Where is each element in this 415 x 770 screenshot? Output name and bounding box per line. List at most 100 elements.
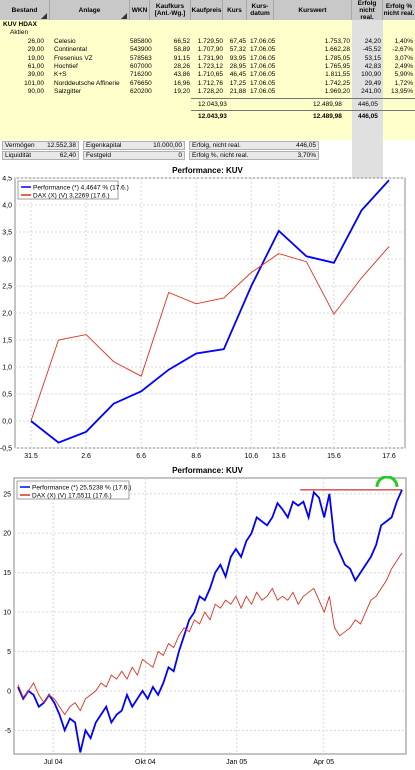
- subgroup-label: Aktien: [10, 29, 29, 36]
- x-tick-label: 17.6: [382, 453, 396, 460]
- erfolg-pct-box: Erfolg %, nicht real. 3,70%: [189, 151, 319, 160]
- cell-erfolg-pct: 1,72%: [394, 79, 413, 87]
- col-kaufpreis[interactable]: Kaufpreis: [191, 0, 223, 20]
- total-kaufpreis: 12.043,93: [198, 113, 227, 120]
- y-tick-label: 20: [3, 531, 11, 538]
- cell-kurswert: 1.753,70: [324, 38, 350, 45]
- cell-bestand: 26,00: [27, 38, 44, 45]
- x-tick-label: 10.6: [244, 453, 258, 460]
- cell-kurs: 93,95: [229, 54, 246, 62]
- cell-kaufpreis: 1.728,20: [197, 87, 223, 95]
- erfolg-column-shade: [352, 20, 383, 194]
- y-tick-label: 3,0: [2, 257, 12, 264]
- eigenkapital-box: Eigenkapital 10.000,00: [83, 141, 185, 150]
- x-tick-label: 2.6: [81, 453, 91, 460]
- cell-kaufkurs: 58,89: [173, 46, 190, 54]
- table-row[interactable]: 101,00 Norddeutsche Affinerie 676650 16,96 1…: [0, 80, 415, 88]
- table-row[interactable]: 39,00 K+S 716200 43,86 1.710,65 46,45 17.06.05…: [0, 71, 415, 79]
- cell-kaufkurs: 16,96: [173, 79, 190, 87]
- cell-kurs: 57,32: [229, 46, 246, 54]
- cell-wkn: 607000: [130, 62, 152, 70]
- legend-entry: Performance (*) 4,4647 % (17.6.): [33, 185, 129, 192]
- cell-kaufkurs: 91,15: [173, 54, 190, 62]
- cell-erfolg: 29,49: [364, 79, 381, 87]
- legend-entry: DAX (X) (V) 3,2269 (17.6.): [33, 193, 110, 200]
- x-tick-label: Jan 05: [226, 759, 247, 766]
- cell-erfolg: -45,52: [362, 46, 381, 54]
- group-label: KUV HDAX: [3, 21, 37, 28]
- cell-kaufpreis: 1.723,12: [197, 62, 223, 70]
- cell-anlage: Norddeutsche Affinerie: [54, 79, 120, 87]
- series-line-1: [17, 552, 403, 716]
- cell-erfolg: 241,00: [361, 87, 381, 95]
- table-row[interactable]: 29,00 Continental 543900 58,89 1.707,90 57,32…: [0, 46, 415, 54]
- cell-wkn: 585800: [130, 38, 152, 45]
- table-row[interactable]: 19,00 Fresenius VZ 578563 91,15 1.731,90 93,9…: [0, 55, 415, 63]
- total-erfolg: 446,05: [358, 113, 378, 120]
- cell-anlage: Salzgitter: [54, 87, 82, 95]
- col-erfolg[interactable]: Erfolg nicht real.: [352, 0, 383, 21]
- col-anlage[interactable]: Anlage: [50, 0, 130, 20]
- table-row[interactable]: 26,00 Celesio 585800 66,52 1.729,50 67,45 17.0…: [0, 38, 415, 46]
- subtotal-kurswert: 12.489,98: [313, 101, 342, 108]
- y-tick-label: 15: [3, 570, 11, 577]
- cell-datum: 17.06.05: [250, 38, 276, 45]
- table-row[interactable]: 90,00 Salzgitter 620200 19,20 1.728,20 21,88 1…: [0, 88, 415, 96]
- cell-kaufpreis: 1.729,50: [197, 38, 223, 45]
- cell-erfolg-pct: -2,67%: [392, 46, 413, 54]
- cell-anlage: Continental: [54, 46, 87, 54]
- col-erfolg-pct[interactable]: Erfolg % nicht real.: [383, 0, 415, 20]
- cell-kaufkurs: 28,26: [173, 62, 190, 70]
- cell-bestand: 29,00: [27, 46, 44, 54]
- series-line-0: [17, 489, 403, 753]
- y-tick-label: 0,0: [2, 419, 12, 426]
- subtotal-rule: [191, 98, 415, 99]
- cell-kurswert: 1.785,05: [324, 54, 350, 62]
- x-tick-label: 6.6: [136, 453, 146, 460]
- col-bestand[interactable]: Bestand: [0, 0, 50, 20]
- x-tick-label: 15.6: [327, 453, 341, 460]
- cell-kurs: 21,88: [229, 87, 246, 95]
- cell-wkn: 620200: [130, 87, 152, 95]
- x-tick-label: Jul 04: [44, 759, 63, 766]
- total-kurswert: 12.489,98: [313, 113, 342, 120]
- cell-anlage: Fresenius VZ: [54, 54, 93, 62]
- cell-kaufpreis: 1.710,65: [197, 71, 223, 79]
- y-tick-label: 4,5: [2, 176, 12, 183]
- cell-kurswert: 1.662,28: [324, 46, 350, 54]
- x-tick-label: Apr 05: [313, 759, 334, 766]
- y-tick-label: 4,0: [2, 203, 12, 210]
- y-tick-label: 5: [7, 649, 11, 656]
- col-kurswert[interactable]: Kurswert: [274, 0, 352, 20]
- cell-wkn: 578563: [130, 54, 152, 62]
- y-tick-label: -0,5: [0, 446, 12, 453]
- chart2: -5 0 5 10 15 20 25 Jul 04 Okt 04 Jan 05 Apr 05 Perf…: [3, 476, 407, 766]
- liquiditaet-box: Liquidität 62,40: [2, 151, 79, 160]
- cell-kurswert: 1.765,95: [324, 62, 350, 70]
- cell-bestand: 61,00: [27, 62, 44, 70]
- cell-erfolg: 42,83: [364, 62, 381, 70]
- cell-erfolg-pct: 1,40%: [394, 38, 413, 45]
- legend-box: [17, 180, 119, 200]
- table-body: [0, 20, 415, 140]
- legend: Performance (*) 25,5238 % (17.6.)DAX (X)…: [16, 480, 131, 500]
- subtotal-erfolg: 446,05: [358, 101, 378, 108]
- cell-erfolg: 100,90: [361, 71, 381, 79]
- cell-kurswert: 1.969,20: [324, 87, 350, 95]
- cell-anlage: K+S: [54, 71, 67, 79]
- y-tick-label: 1,0: [2, 365, 12, 372]
- series-line-0: [30, 179, 390, 444]
- col-wkn[interactable]: WKN: [130, 0, 150, 20]
- col-kaufkurs[interactable]: Kaufkurs [Anl.-Wg.]: [150, 0, 191, 20]
- table-row[interactable]: 61,00 Hochtief 607000 28,26 1.723,12 28,95 17.…: [0, 63, 415, 71]
- cell-datum: 17.06.05: [250, 87, 276, 95]
- cell-datum: 17.06.05: [250, 54, 276, 62]
- cell-kaufkurs: 43,86: [173, 71, 190, 79]
- col-kursdatum[interactable]: Kurs-datum: [247, 0, 274, 20]
- cell-erfolg-pct: 3,07%: [394, 54, 413, 62]
- y-tick-label: 2,0: [2, 311, 12, 318]
- cell-datum: 17.06.05: [250, 71, 276, 79]
- y-tick-label: 0,5: [2, 392, 12, 399]
- col-kurs[interactable]: Kurs: [223, 0, 247, 20]
- legend: Performance (*) 4,4647 % (17.6.)DAX (X) …: [17, 180, 129, 200]
